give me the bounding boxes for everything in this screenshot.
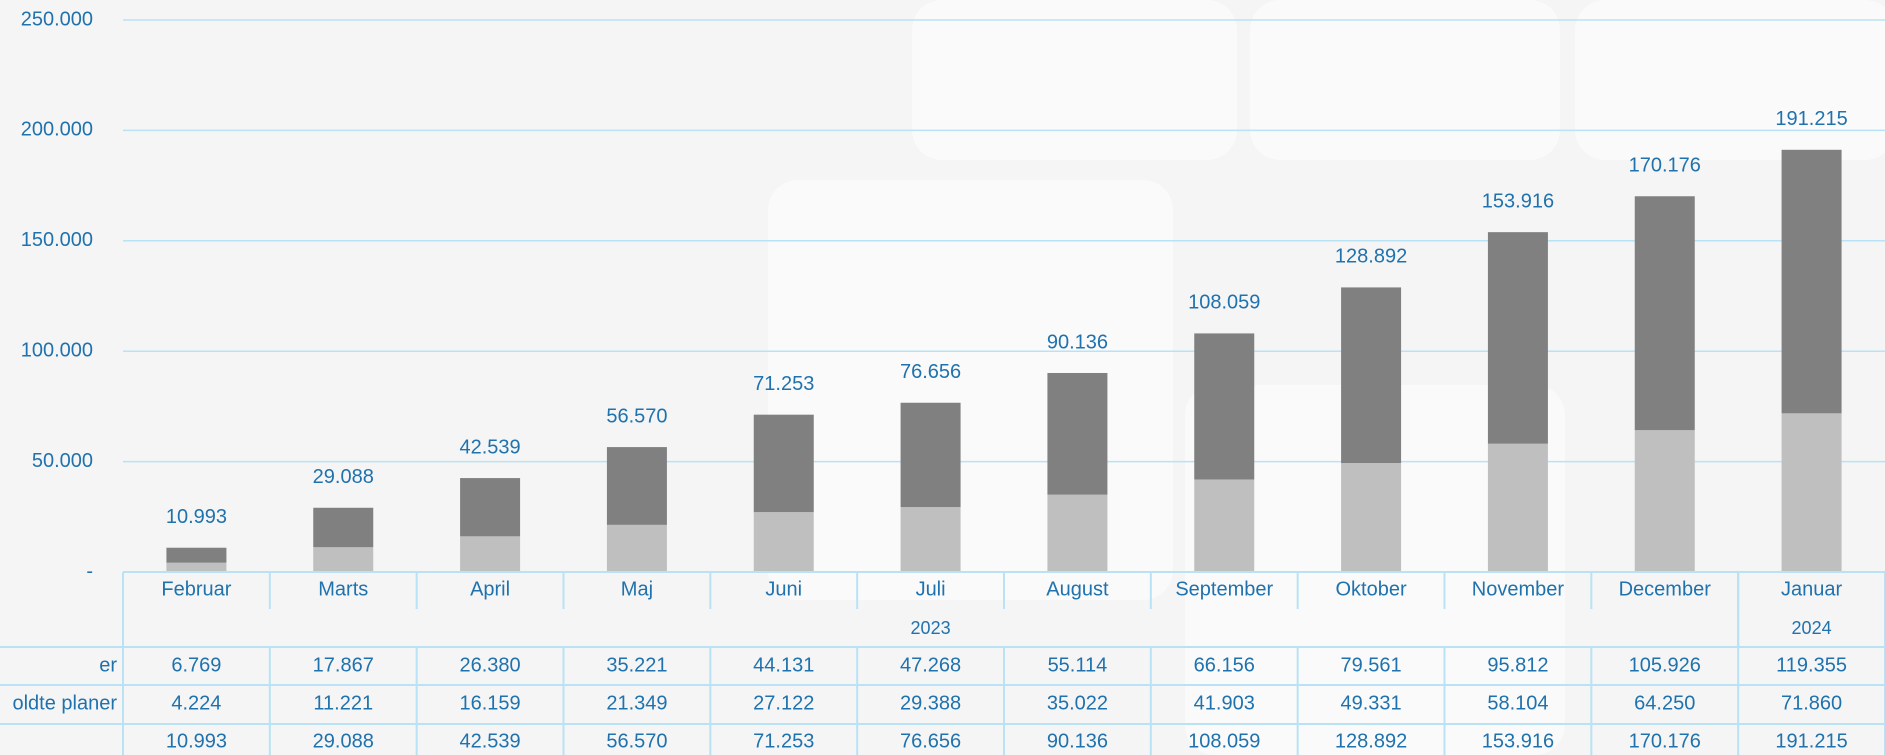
table-cell: 58.104 — [1487, 692, 1548, 714]
bar-segment — [1047, 372, 1108, 495]
bar-segment — [606, 447, 667, 525]
total-label: 71.253 — [753, 373, 814, 395]
bar-segment — [606, 524, 667, 572]
table-cell: 170.176 — [1629, 730, 1701, 752]
total-label: 153.916 — [1482, 190, 1554, 212]
y-tick-label: 150.000 — [21, 229, 93, 251]
bar-segment — [1634, 196, 1695, 431]
bar-segment — [1341, 287, 1402, 464]
y-tick-label: 250.000 — [21, 8, 93, 30]
y-tick-label: - — [86, 560, 93, 582]
table-cell: 21.349 — [606, 692, 667, 714]
table-cell: 41.903 — [1194, 692, 1255, 714]
total-label: 128.892 — [1335, 246, 1407, 268]
table-cell: 11.221 — [313, 692, 373, 714]
total-label: 76.656 — [900, 361, 961, 383]
total-label: 10.993 — [166, 506, 227, 528]
x-group-label: 2023 — [911, 618, 951, 638]
x-tick-label: December — [1619, 578, 1712, 600]
table-cell: 6.769 — [171, 654, 221, 676]
bar-segment — [1047, 494, 1108, 572]
table-cell: 64.250 — [1634, 692, 1695, 714]
table-cell: 47.268 — [900, 654, 961, 676]
table-cell: 16.159 — [459, 692, 520, 714]
table-cell: 128.892 — [1335, 730, 1407, 752]
bar-segment — [313, 547, 374, 572]
table-cell: 29.388 — [900, 692, 961, 714]
table-cell: 95.812 — [1487, 654, 1548, 676]
bar-segment — [313, 507, 374, 548]
bar-segment — [753, 512, 814, 572]
x-tick-label: Maj — [621, 578, 653, 600]
x-tick-label: Juli — [916, 578, 946, 600]
x-tick-label: Juni — [765, 578, 802, 600]
row-label: er — [99, 654, 117, 676]
bar-segment — [900, 402, 961, 508]
table-cell: 71.253 — [753, 730, 814, 752]
table-cell: 79.561 — [1340, 654, 1401, 676]
total-label: 170.176 — [1629, 155, 1701, 177]
bar-segment — [1194, 479, 1255, 572]
total-label: 90.136 — [1047, 331, 1108, 353]
total-label: 42.539 — [459, 436, 520, 458]
total-label: 56.570 — [606, 405, 667, 427]
table-cell: 44.131 — [753, 654, 814, 676]
y-tick-label: 100.000 — [21, 339, 93, 361]
row-label: oldte planer — [12, 692, 117, 714]
table-cell: 4.224 — [171, 692, 221, 714]
x-tick-label: Februar — [161, 578, 231, 600]
table-cell: 90.136 — [1047, 730, 1108, 752]
table-cell: 191.215 — [1775, 730, 1847, 752]
table-cell: 105.926 — [1629, 654, 1701, 676]
bar-segment — [166, 547, 227, 563]
x-tick-label: September — [1175, 578, 1273, 600]
table-cell: 71.860 — [1781, 692, 1842, 714]
bar-segment — [1194, 333, 1255, 480]
x-tick-label: April — [470, 578, 510, 600]
total-label: 108.059 — [1188, 292, 1260, 314]
bar-segment — [1634, 430, 1695, 572]
table-cell: 49.331 — [1340, 692, 1401, 714]
table-cell: 76.656 — [900, 730, 961, 752]
table-cell: 35.022 — [1047, 692, 1108, 714]
table-cell: 27.122 — [753, 692, 814, 714]
x-tick-label: Marts — [318, 578, 368, 600]
table-cell: 26.380 — [459, 654, 520, 676]
table-cell: 17.867 — [313, 654, 374, 676]
bar-segment — [753, 414, 814, 513]
table-cell: 35.221 — [606, 654, 667, 676]
x-tick-label: Januar — [1781, 578, 1842, 600]
table-cell: 29.088 — [313, 730, 374, 752]
y-tick-label: 50.000 — [32, 450, 93, 472]
table-cell: 153.916 — [1482, 730, 1554, 752]
table-cell: 119.355 — [1776, 654, 1847, 676]
table-cell: 55.114 — [1048, 654, 1108, 676]
bar-segment — [460, 478, 521, 537]
bar-segment — [166, 562, 227, 572]
x-tick-label: November — [1472, 578, 1565, 600]
x-group-label: 2024 — [1792, 618, 1832, 638]
table-cell: 108.059 — [1188, 730, 1260, 752]
y-tick-label: 200.000 — [21, 119, 93, 141]
bar-segment — [1781, 413, 1842, 572]
bar-segment — [900, 507, 961, 572]
x-tick-label: August — [1046, 578, 1109, 600]
x-tick-label: Oktober — [1336, 578, 1407, 600]
table-cell: 66.156 — [1194, 654, 1255, 676]
bar-segment — [1487, 232, 1548, 444]
bar-segment — [1487, 443, 1548, 572]
table-cell: 42.539 — [459, 730, 520, 752]
bar-segment — [460, 536, 521, 572]
bar-segment — [1341, 463, 1402, 572]
total-label: 29.088 — [313, 466, 374, 488]
table-cell: 10.993 — [166, 730, 227, 752]
total-label: 191.215 — [1775, 108, 1847, 130]
bar-segment — [1781, 149, 1842, 414]
table-cell: 56.570 — [606, 730, 667, 752]
